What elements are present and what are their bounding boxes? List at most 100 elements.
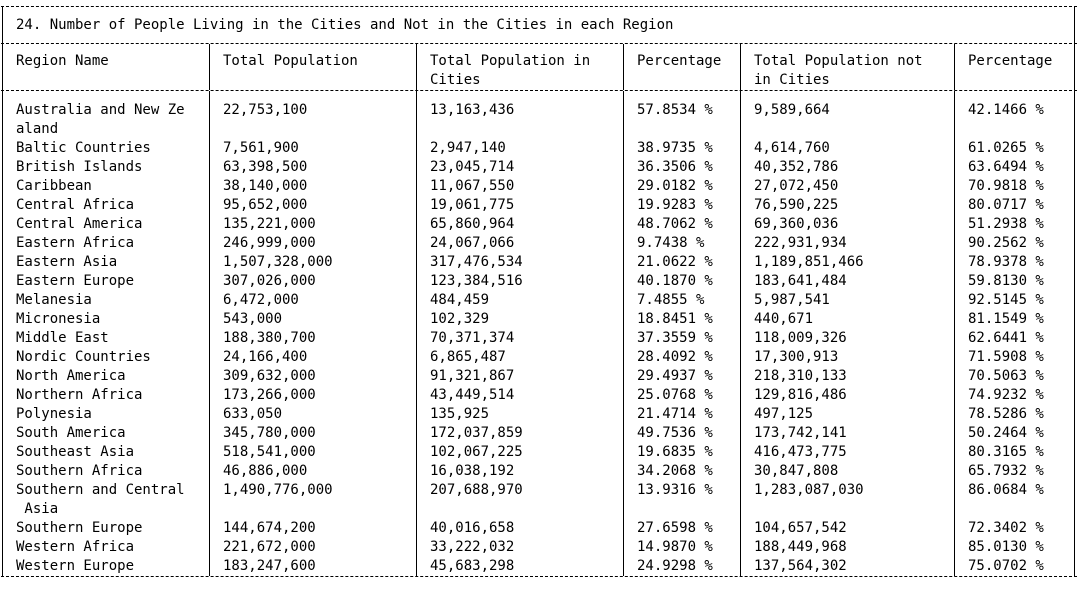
header-population-in-cities: Total Population in Cities bbox=[430, 53, 591, 88]
cell-population-not-in-cities: 440,671 bbox=[754, 311, 814, 327]
right-border bbox=[1074, 7, 1075, 43]
cell-percentage-in-cities: 28.4092 % bbox=[637, 349, 713, 365]
cell-population-in-cities: 70,371,374 bbox=[430, 330, 515, 346]
cell-region-name: Middle East bbox=[16, 330, 109, 346]
cell-population-in-cities: 123,384,516 bbox=[430, 273, 523, 289]
cell-population-in-cities: 11,067,550 bbox=[430, 178, 515, 194]
cell-total-population: 46,886,000 bbox=[223, 463, 308, 479]
cell-total-population: 173,266,000 bbox=[223, 387, 316, 403]
cell-population-not-in-cities: 137,564,302 bbox=[754, 558, 847, 574]
cell-total-population: 22,753,100 bbox=[223, 102, 308, 118]
cell-population-not-in-cities: 30,847,808 bbox=[754, 463, 839, 479]
table-row: Eastern Africa 246,999,000 24,067,066 9.743… bbox=[0, 234, 1078, 253]
cell-percentage-in-cities: 27.6598 % bbox=[637, 520, 713, 536]
cell-population-not-in-cities: 69,360,036 bbox=[754, 216, 839, 232]
cell-total-population: 6,472,000 bbox=[223, 292, 299, 308]
cell-percentage-not-in-cities: 65.7932 % bbox=[968, 463, 1044, 479]
cell-population-in-cities: 16,038,192 bbox=[430, 463, 515, 479]
cell-region-name: North America bbox=[16, 368, 126, 384]
cell-population-in-cities: 2,947,140 bbox=[430, 140, 506, 156]
cell-total-population: 144,674,200 bbox=[223, 520, 316, 536]
cell-region-name: Western Africa bbox=[16, 539, 135, 555]
cell-total-population: 1,490,776,000 bbox=[223, 482, 333, 498]
cell-population-in-cities: 43,449,514 bbox=[430, 387, 515, 403]
cell-population-in-cities: 23,045,714 bbox=[430, 159, 515, 175]
cell-percentage-in-cities: 13.9316 % bbox=[637, 482, 713, 498]
text-table: 24. Number of People Living in the Citie… bbox=[0, 6, 1078, 577]
cell-population-not-in-cities: 40,352,786 bbox=[754, 159, 839, 175]
cell-percentage-not-in-cities: 86.0684 % bbox=[968, 482, 1044, 498]
cell-percentage-in-cities: 37.3559 % bbox=[637, 330, 713, 346]
table-row: Central America 135,221,000 65,860,964 48.7… bbox=[0, 215, 1078, 234]
cell-population-not-in-cities: 218,310,133 bbox=[754, 368, 847, 384]
table-row: Eastern Europe 307,026,000 123,384,516 40.1… bbox=[0, 272, 1078, 291]
table-row: Eastern Asia 1,507,328,000 317,476,534 21.0… bbox=[0, 253, 1078, 272]
cell-percentage-not-in-cities: 74.9232 % bbox=[968, 387, 1044, 403]
cell-total-population: 307,026,000 bbox=[223, 273, 316, 289]
cell-total-population: 7,561,900 bbox=[223, 140, 299, 156]
table-row: North America 309,632,000 91,321,867 29.493… bbox=[0, 367, 1078, 386]
cell-percentage-not-in-cities: 50.2464 % bbox=[968, 425, 1044, 441]
cell-population-in-cities: 317,476,534 bbox=[430, 254, 523, 270]
cell-population-in-cities: 91,321,867 bbox=[430, 368, 515, 384]
cell-total-population: 183,247,600 bbox=[223, 558, 316, 574]
cell-percentage-in-cities: 29.0182 % bbox=[637, 178, 713, 194]
table-row: South America 345,780,000 172,037,859 49.75… bbox=[0, 424, 1078, 443]
header-region-name: Region Name bbox=[16, 53, 109, 69]
cell-population-not-in-cities: 76,590,225 bbox=[754, 197, 839, 213]
cell-region-name: Southern Europe bbox=[16, 520, 143, 536]
left-border bbox=[2, 7, 3, 43]
cell-percentage-in-cities: 25.0768 % bbox=[637, 387, 713, 403]
table-row: Southern Africa 46,886,000 16,038,192 34.20… bbox=[0, 462, 1078, 481]
cell-total-population: 345,780,000 bbox=[223, 425, 316, 441]
table-row: Western Africa 221,672,000 33,222,032 14.98… bbox=[0, 538, 1078, 557]
cell-percentage-not-in-cities: 80.3165 % bbox=[968, 444, 1044, 460]
cell-population-not-in-cities: 1,283,087,030 bbox=[754, 482, 864, 498]
cell-population-in-cities: 45,683,298 bbox=[430, 558, 515, 574]
table-title-row: 24. Number of People Living in the Citie… bbox=[0, 7, 1078, 43]
cell-region-name: Western Europe bbox=[16, 558, 135, 574]
cell-region-name: Polynesia bbox=[16, 406, 92, 422]
cell-percentage-in-cities: 19.6835 % bbox=[637, 444, 713, 460]
cell-population-in-cities: 207,688,970 bbox=[430, 482, 523, 498]
cell-total-population: 1,507,328,000 bbox=[223, 254, 333, 270]
cell-population-in-cities: 102,067,225 bbox=[430, 444, 523, 460]
cell-population-in-cities: 40,016,658 bbox=[430, 520, 515, 536]
cell-region-name: British Islands bbox=[16, 159, 143, 175]
cell-population-in-cities: 19,061,775 bbox=[430, 197, 515, 213]
cell-percentage-in-cities: 49.7536 % bbox=[637, 425, 713, 441]
cell-total-population: 24,166,400 bbox=[223, 349, 308, 365]
cell-percentage-not-in-cities: 70.5063 % bbox=[968, 368, 1044, 384]
table-row: Baltic Countries 7,561,900 2,947,140 38.973… bbox=[0, 139, 1078, 158]
cell-population-not-in-cities: 1,189,851,466 bbox=[754, 254, 864, 270]
cell-population-not-in-cities: 27,072,450 bbox=[754, 178, 839, 194]
table-row: British Islands 63,398,500 23,045,714 36.35… bbox=[0, 158, 1078, 177]
header-total-population: Total Population bbox=[223, 53, 358, 69]
cell-percentage-in-cities: 29.4937 % bbox=[637, 368, 713, 384]
table-row: Central Africa 95,652,000 19,061,775 19.928… bbox=[0, 196, 1078, 215]
cell-percentage-in-cities: 19.9283 % bbox=[637, 197, 713, 213]
cell-population-not-in-cities: 188,449,968 bbox=[754, 539, 847, 555]
table-row: Polynesia 633,050 135,925 21.4714 % 497,125 7… bbox=[0, 405, 1078, 424]
cell-region-name: Eastern Africa bbox=[16, 235, 135, 251]
cell-percentage-in-cities: 40.1870 % bbox=[637, 273, 713, 289]
cell-percentage-not-in-cities: 63.6494 % bbox=[968, 159, 1044, 175]
table-row: Southern Europe 144,674,200 40,016,658 27.6… bbox=[0, 519, 1078, 538]
cell-population-not-in-cities: 129,816,486 bbox=[754, 387, 847, 403]
table-row: Middle East 188,380,700 70,371,374 37.3559 … bbox=[0, 329, 1078, 348]
cell-percentage-not-in-cities: 78.5286 % bbox=[968, 406, 1044, 422]
cell-percentage-in-cities: 34.2068 % bbox=[637, 463, 713, 479]
cell-population-in-cities: 484,459 bbox=[430, 292, 490, 308]
cell-percentage-not-in-cities: 85.0130 % bbox=[968, 539, 1044, 555]
cell-percentage-not-in-cities: 62.6441 % bbox=[968, 330, 1044, 346]
cell-percentage-not-in-cities: 71.5908 % bbox=[968, 349, 1044, 365]
cell-region-name: Eastern Europe bbox=[16, 273, 135, 289]
cell-region-name: Micronesia bbox=[16, 311, 101, 327]
cell-region-name: Southeast Asia bbox=[16, 444, 135, 460]
cell-percentage-in-cities: 48.7062 % bbox=[637, 216, 713, 232]
cell-total-population: 309,632,000 bbox=[223, 368, 316, 384]
cell-population-in-cities: 135,925 bbox=[430, 406, 490, 422]
cell-total-population: 135,221,000 bbox=[223, 216, 316, 232]
header-percentage-not-in-cities: Percentage bbox=[968, 53, 1053, 69]
table-row: Melanesia 6,472,000 484,459 7.4855 % 5,987,5… bbox=[0, 291, 1078, 310]
